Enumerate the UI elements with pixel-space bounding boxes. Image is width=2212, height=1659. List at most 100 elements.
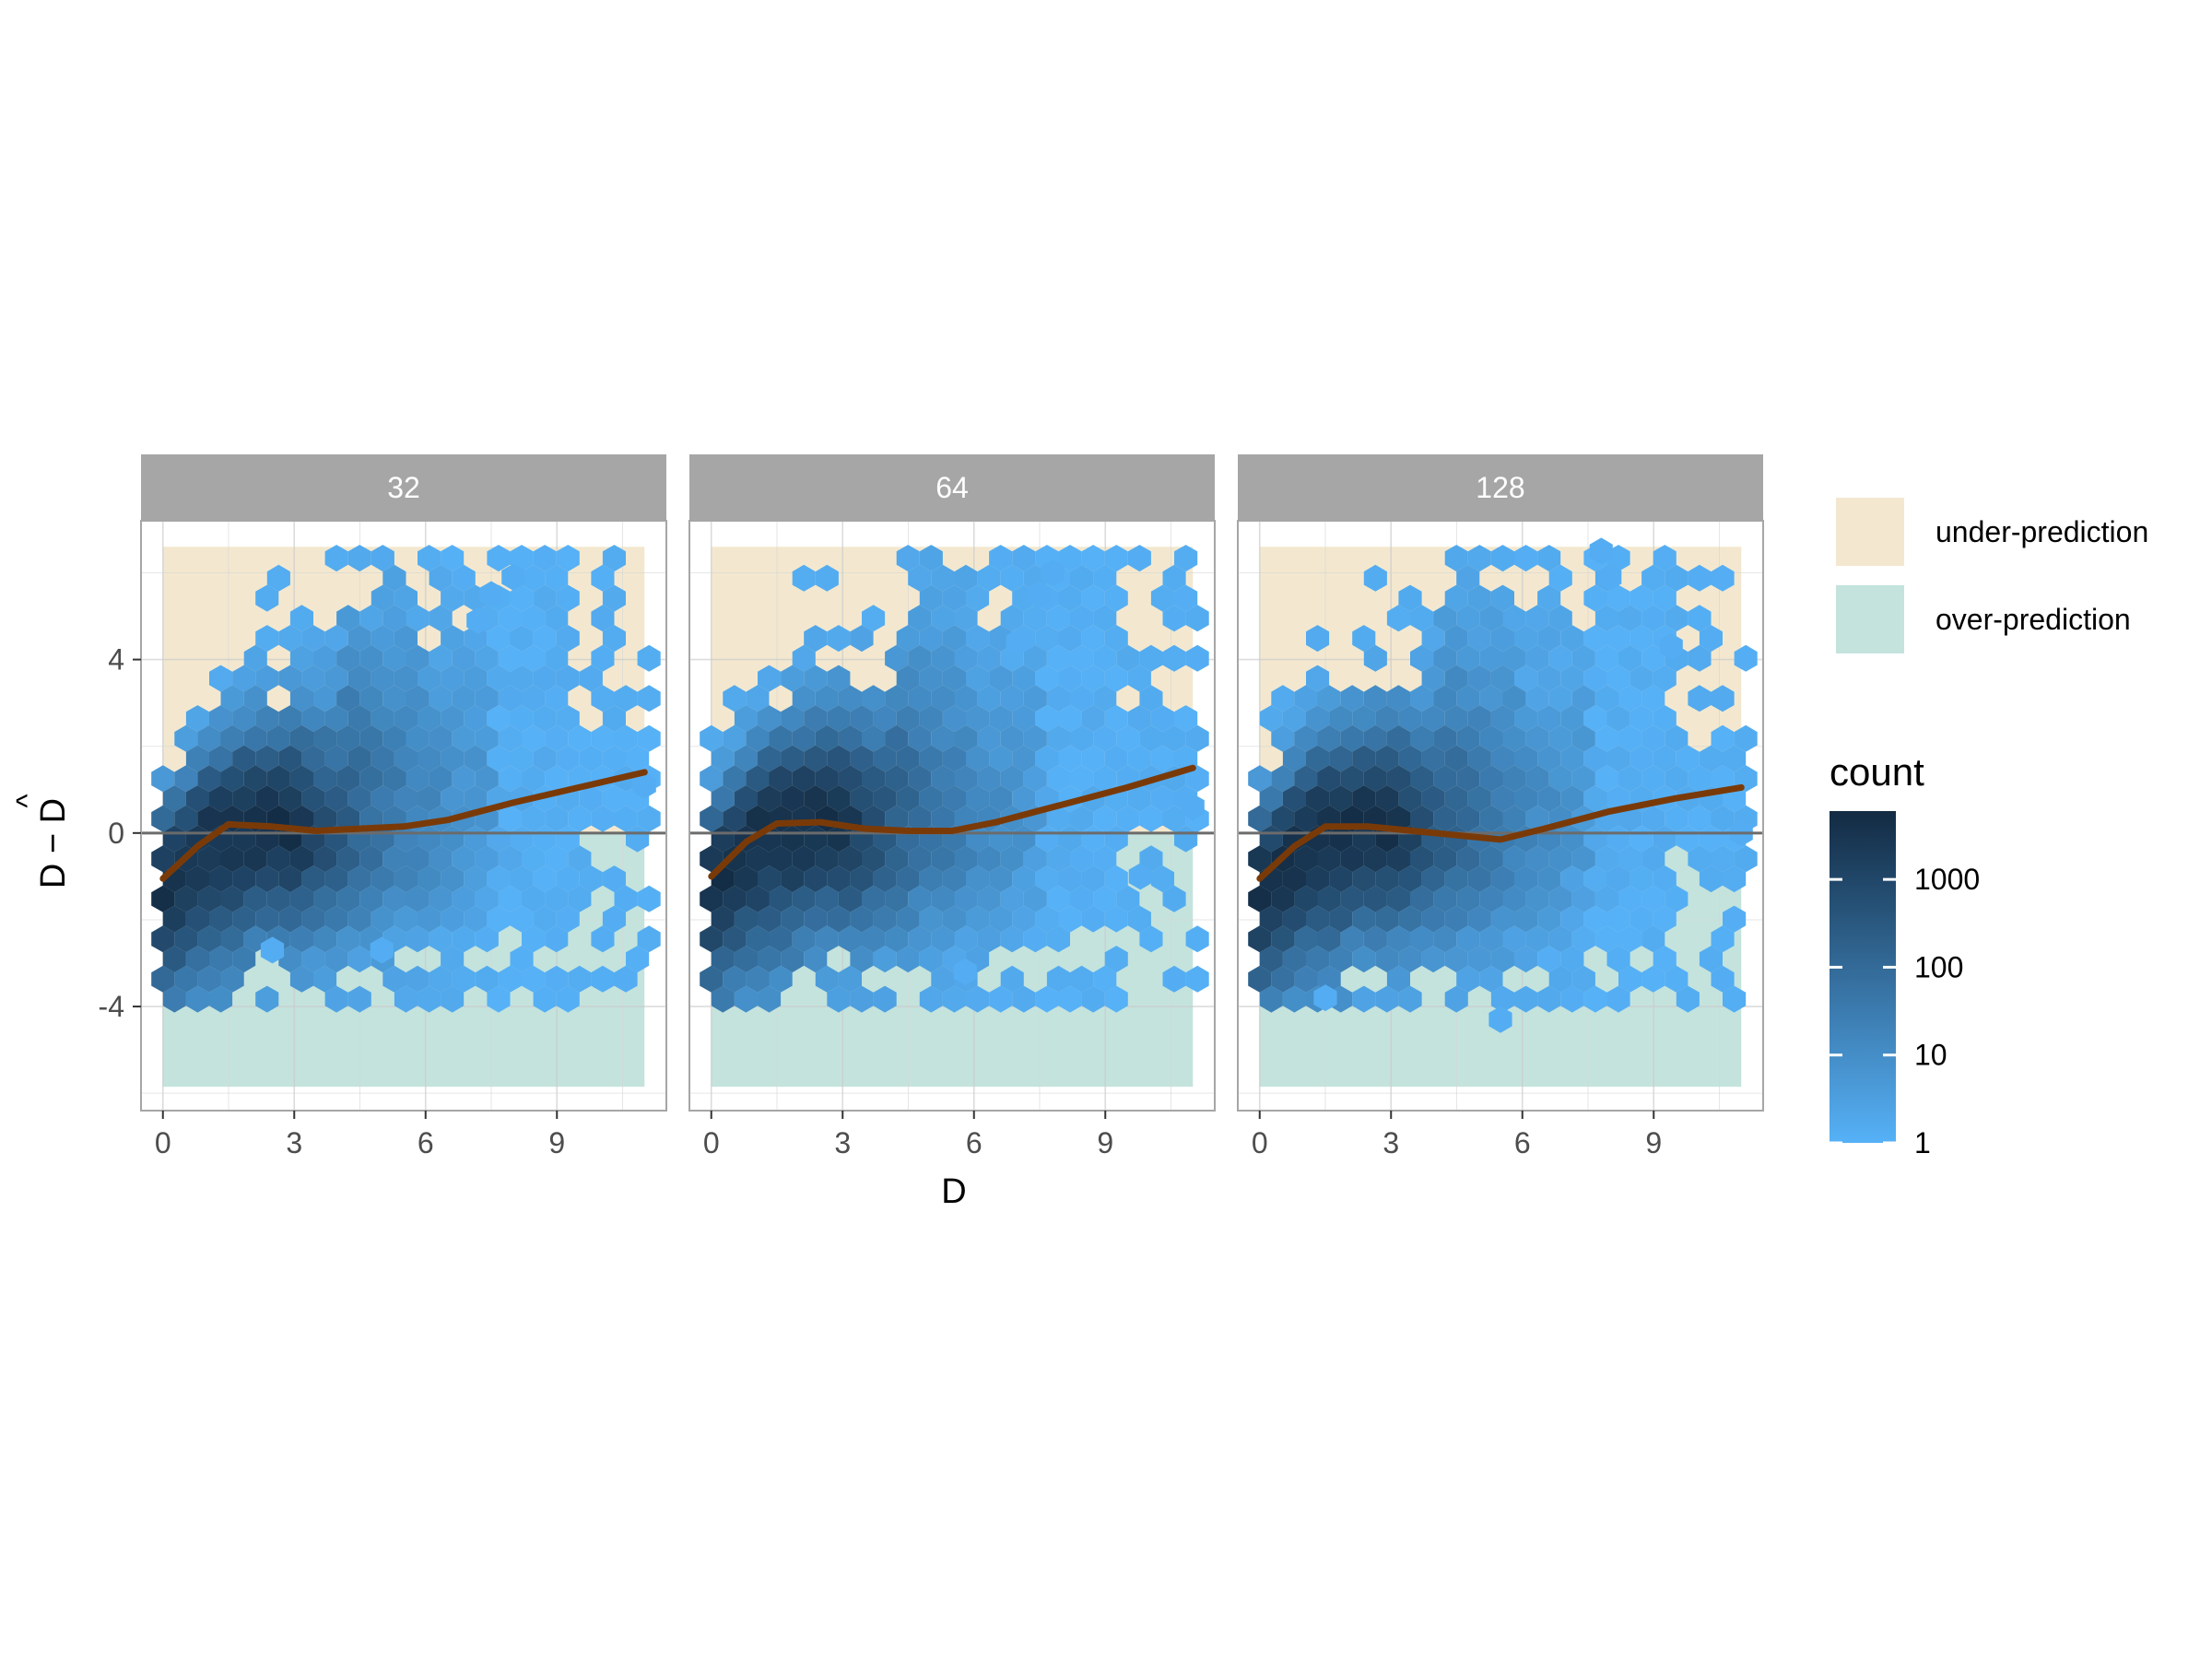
hexbin: [1560, 905, 1584, 933]
hexbin: [429, 765, 453, 793]
hexbin: [1606, 584, 1630, 612]
hexbin: [1046, 965, 1070, 993]
hexbin: [1594, 845, 1618, 873]
hexbin: [498, 685, 522, 712]
hexbin-outlier: [953, 958, 977, 985]
hexbin: [885, 685, 909, 712]
hexbin: [1606, 865, 1630, 893]
hexbin: [977, 925, 1001, 953]
hexbin: [769, 765, 793, 793]
hexbin: [1317, 765, 1341, 793]
hexbin: [232, 665, 256, 692]
hexbin: [510, 665, 534, 692]
hexbin: [1070, 685, 1094, 712]
hexbin: [1398, 946, 1422, 973]
hexbin: [711, 985, 735, 1013]
hexbin: [1560, 946, 1584, 973]
hexbin: [1070, 564, 1094, 592]
hexbin: [1306, 745, 1330, 772]
hexbin: [336, 644, 360, 672]
hexbin: [1479, 925, 1503, 953]
hexbin: [255, 625, 279, 653]
hexbin: [1433, 765, 1457, 793]
hexbin: [989, 665, 1013, 692]
hexbin: [347, 745, 371, 772]
hexbin: [896, 905, 920, 933]
hexbin: [781, 946, 805, 973]
hexbin: [850, 625, 874, 653]
hexbin: [1583, 785, 1607, 813]
hexbin: [723, 885, 747, 912]
hexbin: [197, 805, 221, 832]
x-tick-label: 9: [1645, 1126, 1662, 1159]
hexbin: [734, 985, 758, 1013]
hexbin: [475, 925, 499, 953]
hexbin: [278, 705, 302, 733]
hexbin: [1734, 845, 1758, 873]
hexbin: [556, 985, 580, 1013]
hexbin: [908, 605, 932, 632]
hexbin: [1537, 625, 1561, 653]
hexbin: [359, 685, 383, 712]
hexbin: [1502, 644, 1526, 672]
hexbin: [1571, 644, 1595, 672]
hexbin: [441, 665, 465, 692]
hexbin: [1023, 885, 1047, 912]
hexbin: [1665, 605, 1688, 632]
hexbin: [602, 705, 626, 733]
hexbin: [371, 865, 394, 893]
trend-line: [159, 769, 648, 882]
hexbin: [758, 946, 782, 973]
hexbin: [371, 785, 394, 813]
hexbin: [1594, 644, 1618, 672]
hexbin: [1514, 946, 1538, 973]
hexbin: [533, 665, 557, 692]
hexbin: [1139, 845, 1163, 873]
hexbin: [1548, 724, 1572, 752]
hexbin: [591, 605, 615, 632]
hexbin: [1606, 665, 1630, 692]
x-axis-title: D: [941, 1172, 966, 1211]
hexbin: [1259, 785, 1283, 813]
hexbin: [197, 724, 221, 752]
hexbin: [1456, 845, 1480, 873]
hexbin: [850, 985, 874, 1013]
hexbin: [174, 925, 198, 953]
hexbin: [1046, 644, 1070, 672]
hexbin: [1058, 905, 1082, 933]
hexbin: [919, 865, 943, 893]
hexbin: [324, 745, 348, 772]
hexbin: [255, 785, 279, 813]
hexbin: [1093, 564, 1117, 592]
hexbin: [827, 745, 851, 772]
hexbin: [418, 785, 441, 813]
hexbin: [1548, 925, 1572, 953]
hexbin: [1490, 946, 1514, 973]
hexbin: [1271, 685, 1295, 712]
hexbins: [1248, 537, 1758, 1033]
hexbin: [522, 965, 546, 993]
hexbin: [1537, 745, 1561, 772]
hexbin: [1104, 946, 1128, 973]
hexbin: [1023, 724, 1047, 752]
hexbin: [1583, 905, 1607, 933]
hexbin: [1185, 765, 1209, 793]
hexbin: [359, 885, 383, 912]
hexbin: [1248, 765, 1272, 793]
hexbin: [441, 584, 465, 612]
hexbin: [1035, 745, 1059, 772]
hexbin: [591, 925, 615, 953]
hexbin: [487, 545, 511, 572]
hexbin: [162, 985, 186, 1013]
hexbin: [966, 745, 990, 772]
hexbin: [1127, 665, 1151, 692]
hexbin: [989, 745, 1013, 772]
hexbin-outlier: [1598, 563, 1622, 591]
hexbin: [1479, 724, 1503, 752]
hexbin: [1127, 545, 1151, 572]
hexbin: [815, 925, 839, 953]
hexbin: [243, 885, 267, 912]
hexbin: [452, 724, 476, 752]
hexbin: [1363, 644, 1387, 672]
hexbin: [1537, 865, 1561, 893]
